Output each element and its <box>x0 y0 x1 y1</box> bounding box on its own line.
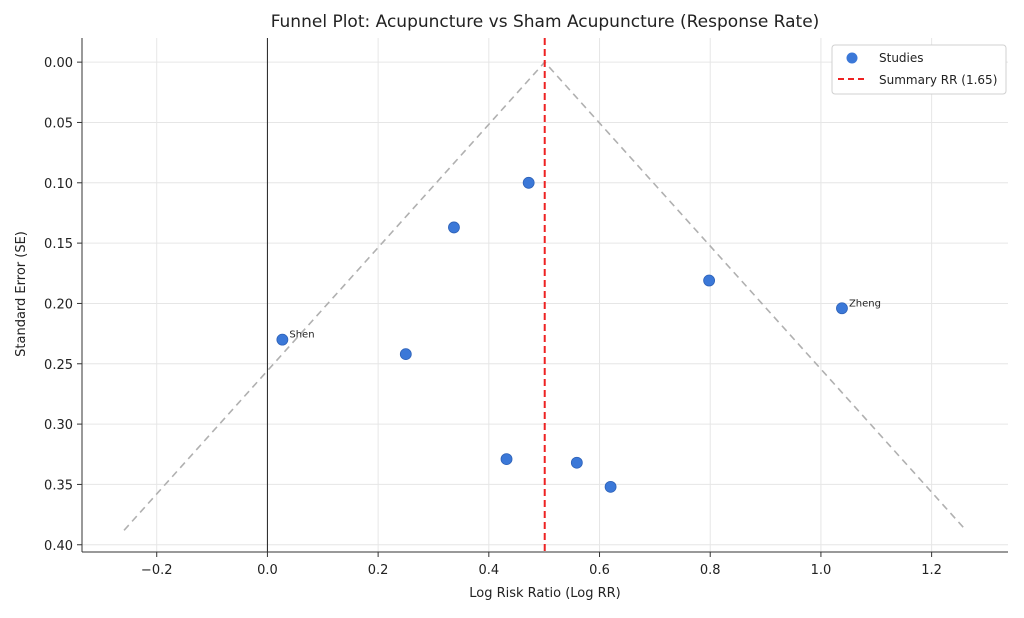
study-point <box>604 480 617 493</box>
x-axis-label: Log Risk Ratio (Log RR) <box>469 586 621 601</box>
x-tick-label: 1.0 <box>811 563 832 578</box>
y-axis-label: Standard Error (SE) <box>14 231 29 357</box>
study-point <box>703 274 716 287</box>
y-tick-label: 0.30 <box>44 418 73 433</box>
legend-studies-marker <box>846 52 858 64</box>
axes: −0.2 0.0 0.2 0.4 0.6 0.8 1.0 1.2 0.00 0.05 0.10 0.1… <box>44 38 1008 578</box>
legend: Studies Summary RR (1.65) <box>831 44 1007 95</box>
marks: Zheng Shen <box>123 38 967 552</box>
y-tick-label: 0.35 <box>44 478 73 493</box>
x-tick-label: 0.2 <box>368 563 389 578</box>
legend-studies-label: Studies <box>879 51 924 65</box>
study-label: Zheng <box>849 298 881 309</box>
study-label: Shen <box>289 330 314 341</box>
y-tick-label: 0.00 <box>44 56 73 71</box>
x-tick-label: −0.2 <box>141 563 173 578</box>
x-tick-label: 0.0 <box>257 563 278 578</box>
legend-box <box>831 44 1007 95</box>
study-point <box>448 221 460 234</box>
x-tick-label: 1.2 <box>921 563 942 578</box>
study-point <box>500 453 513 465</box>
y-tick-label: 0.20 <box>44 297 73 312</box>
x-tick-label: 0.4 <box>478 563 499 578</box>
study-point <box>522 176 535 189</box>
study-point <box>570 456 583 469</box>
study-point <box>836 302 848 315</box>
study-point <box>399 348 412 361</box>
y-tick-label: 0.40 <box>44 539 73 554</box>
y-tick-label: 0.25 <box>44 358 73 373</box>
y-tick-label: 0.10 <box>44 177 73 192</box>
y-tick-label: 0.15 <box>44 237 73 252</box>
legend-summary-label: Summary RR (1.65) <box>879 73 997 87</box>
x-tick-label: 0.8 <box>700 563 721 578</box>
y-tick-label: 0.05 <box>44 116 73 131</box>
x-tick-label: 0.6 <box>589 563 610 578</box>
study-point <box>276 333 289 346</box>
chart-title: Funnel Plot: Acupuncture vs Sham Acupunc… <box>271 12 820 32</box>
